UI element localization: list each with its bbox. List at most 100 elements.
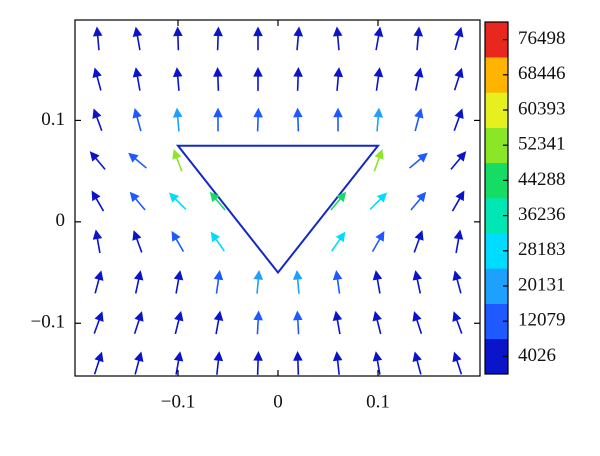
arrow	[213, 67, 223, 91]
arrow	[333, 67, 344, 91]
arrow	[412, 270, 423, 294]
arrow	[133, 311, 144, 334]
arrow	[373, 67, 384, 91]
x-tick-label: −0.1	[161, 391, 195, 412]
arrow	[93, 351, 104, 375]
y-tick-label: −0.1	[31, 312, 65, 333]
arrow	[372, 270, 383, 294]
arrow	[173, 270, 184, 294]
arrow	[332, 351, 343, 375]
colorbar-band	[485, 57, 508, 93]
arrow	[174, 310, 184, 335]
y-tick-label: 0.1	[41, 109, 65, 130]
colorbar-band	[485, 233, 508, 269]
colorbar-band	[485, 162, 508, 199]
arrow	[413, 230, 424, 253]
arrow	[173, 351, 184, 375]
arrow	[213, 26, 223, 51]
colorbar-tick-label: 28183	[518, 239, 566, 260]
arrow	[293, 26, 304, 51]
colorbar-frame	[484, 21, 509, 375]
arrow	[454, 26, 464, 51]
arrow	[293, 107, 303, 132]
arrow	[373, 107, 384, 132]
arrow	[373, 26, 384, 51]
arrow	[94, 270, 104, 294]
arrow	[171, 231, 185, 253]
arrow	[253, 351, 263, 375]
arrow	[213, 270, 224, 294]
plot-area	[89, 26, 467, 375]
arrow	[332, 310, 343, 335]
arrow	[373, 148, 384, 172]
arrow	[369, 192, 388, 210]
colorbar-tick-label: 68446	[518, 63, 566, 84]
colorbar-tick-label: 44288	[518, 169, 566, 190]
colorbar-band	[485, 127, 508, 164]
arrow	[253, 67, 263, 91]
arrow	[412, 311, 423, 334]
colorbar-tick-label: 76498	[518, 28, 566, 49]
arrow	[413, 26, 424, 51]
arrow	[132, 26, 143, 51]
obstacle	[175, 144, 381, 275]
arrow	[293, 310, 303, 335]
arrow	[330, 191, 347, 211]
arrow	[453, 229, 464, 254]
arrow	[450, 151, 467, 170]
colorbar-tick-label: 20131	[518, 274, 566, 295]
colorbar-tick-label: 12079	[518, 310, 566, 331]
arrow	[92, 229, 103, 254]
arrow	[414, 108, 424, 132]
arrow	[92, 67, 102, 91]
arrow	[452, 270, 462, 294]
arrow	[92, 26, 103, 51]
colorbar-band	[485, 92, 508, 128]
arrow	[91, 190, 105, 212]
arrow	[213, 351, 224, 375]
arrow	[132, 108, 142, 132]
arrow	[453, 67, 464, 91]
arrow	[168, 192, 187, 210]
colorbar-band	[485, 338, 508, 375]
arrow	[93, 311, 104, 334]
arrow	[128, 152, 147, 169]
arrow	[331, 231, 346, 252]
arrow	[292, 269, 303, 294]
arrow	[372, 310, 382, 335]
arrow	[132, 230, 143, 253]
arrow	[413, 67, 424, 91]
arrow	[452, 311, 463, 334]
colorbar-band	[485, 268, 508, 304]
colorbar-tick-label: 4026	[518, 345, 556, 366]
arrow	[209, 191, 226, 211]
colorbar-tick-label: 36236	[518, 204, 566, 225]
colorbar-band	[485, 198, 508, 234]
arrow	[129, 191, 146, 211]
y-tick-label: 0	[56, 210, 66, 231]
arrow	[372, 351, 383, 375]
arrow	[293, 67, 303, 91]
arrow	[134, 351, 144, 375]
arrow	[332, 26, 343, 51]
arrow	[89, 151, 106, 170]
arrow	[409, 152, 428, 169]
arrow	[453, 108, 464, 132]
arrow	[452, 351, 463, 375]
arrow	[451, 190, 465, 212]
arrow	[133, 270, 144, 294]
arrow	[253, 269, 264, 294]
arrow	[210, 231, 225, 252]
arrow	[410, 191, 427, 211]
arrow	[412, 351, 422, 375]
arrow	[253, 26, 263, 51]
arrow	[92, 108, 103, 132]
arrow	[371, 231, 385, 253]
arrow	[172, 67, 183, 91]
colorbar-tick-label: 52341	[518, 134, 566, 155]
arrow	[173, 26, 183, 51]
arrow	[332, 270, 343, 294]
arrow	[213, 107, 223, 132]
colorbar-band	[485, 303, 508, 340]
